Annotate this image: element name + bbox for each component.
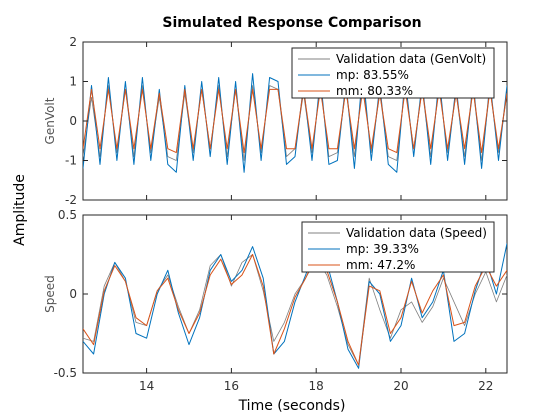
- x-tick-label: 16: [224, 379, 239, 393]
- x-tick-label: 18: [309, 379, 324, 393]
- shared-y-axis-label: Amplitude: [12, 174, 28, 246]
- x-axis-label: Time (seconds): [238, 398, 346, 414]
- series-line-3: [83, 88, 507, 154]
- y-tick-label: 0: [69, 287, 77, 301]
- legend-entry: Validation data (GenVolt): [336, 52, 486, 66]
- legend-box: [291, 47, 495, 99]
- y-tick-label: 2: [69, 35, 77, 49]
- y-tick-label: 0: [69, 114, 77, 128]
- y-tick-label: -1: [65, 154, 77, 168]
- legend-entry: mp: 39.33%: [346, 242, 419, 256]
- y-tick-label: -2: [65, 193, 77, 207]
- chart-title: Simulated Response Comparison: [162, 15, 421, 31]
- x-tick-label: 14: [139, 379, 154, 393]
- x-tick-label: 22: [478, 379, 493, 393]
- panel-y-axis-label: Speed: [43, 275, 57, 313]
- panel-2: 0.5 0 -0.5 14 16 18 20 22 Speed Validation data (…: [43, 208, 508, 393]
- y-tick-label: -0.5: [54, 366, 77, 380]
- panel-y-axis-label: GenVolt: [43, 97, 57, 144]
- x-tick-label: 20: [393, 379, 408, 393]
- legend-box: [301, 221, 495, 273]
- series-line-2: [83, 243, 507, 369]
- series-line-3: [83, 254, 507, 366]
- legend-entry: mp: 83.55%: [336, 68, 409, 82]
- legend-entry: mm: 47.2%: [346, 258, 415, 272]
- legend: Validation data (Speed) mp: 39.33% mm: 47.…: [301, 221, 495, 273]
- y-tick-label: 0.5: [58, 208, 77, 222]
- y-tick-label: 1: [69, 75, 77, 89]
- panel-1: 2 1 0 -1 -2 GenVolt Validation data (GenVolt) m…: [43, 35, 508, 207]
- legend-entry: mm: 80.33%: [336, 84, 413, 98]
- legend-entry: Validation data (Speed): [346, 226, 487, 240]
- legend: Validation data (GenVolt) mp: 83.55% mm: 8…: [291, 47, 495, 99]
